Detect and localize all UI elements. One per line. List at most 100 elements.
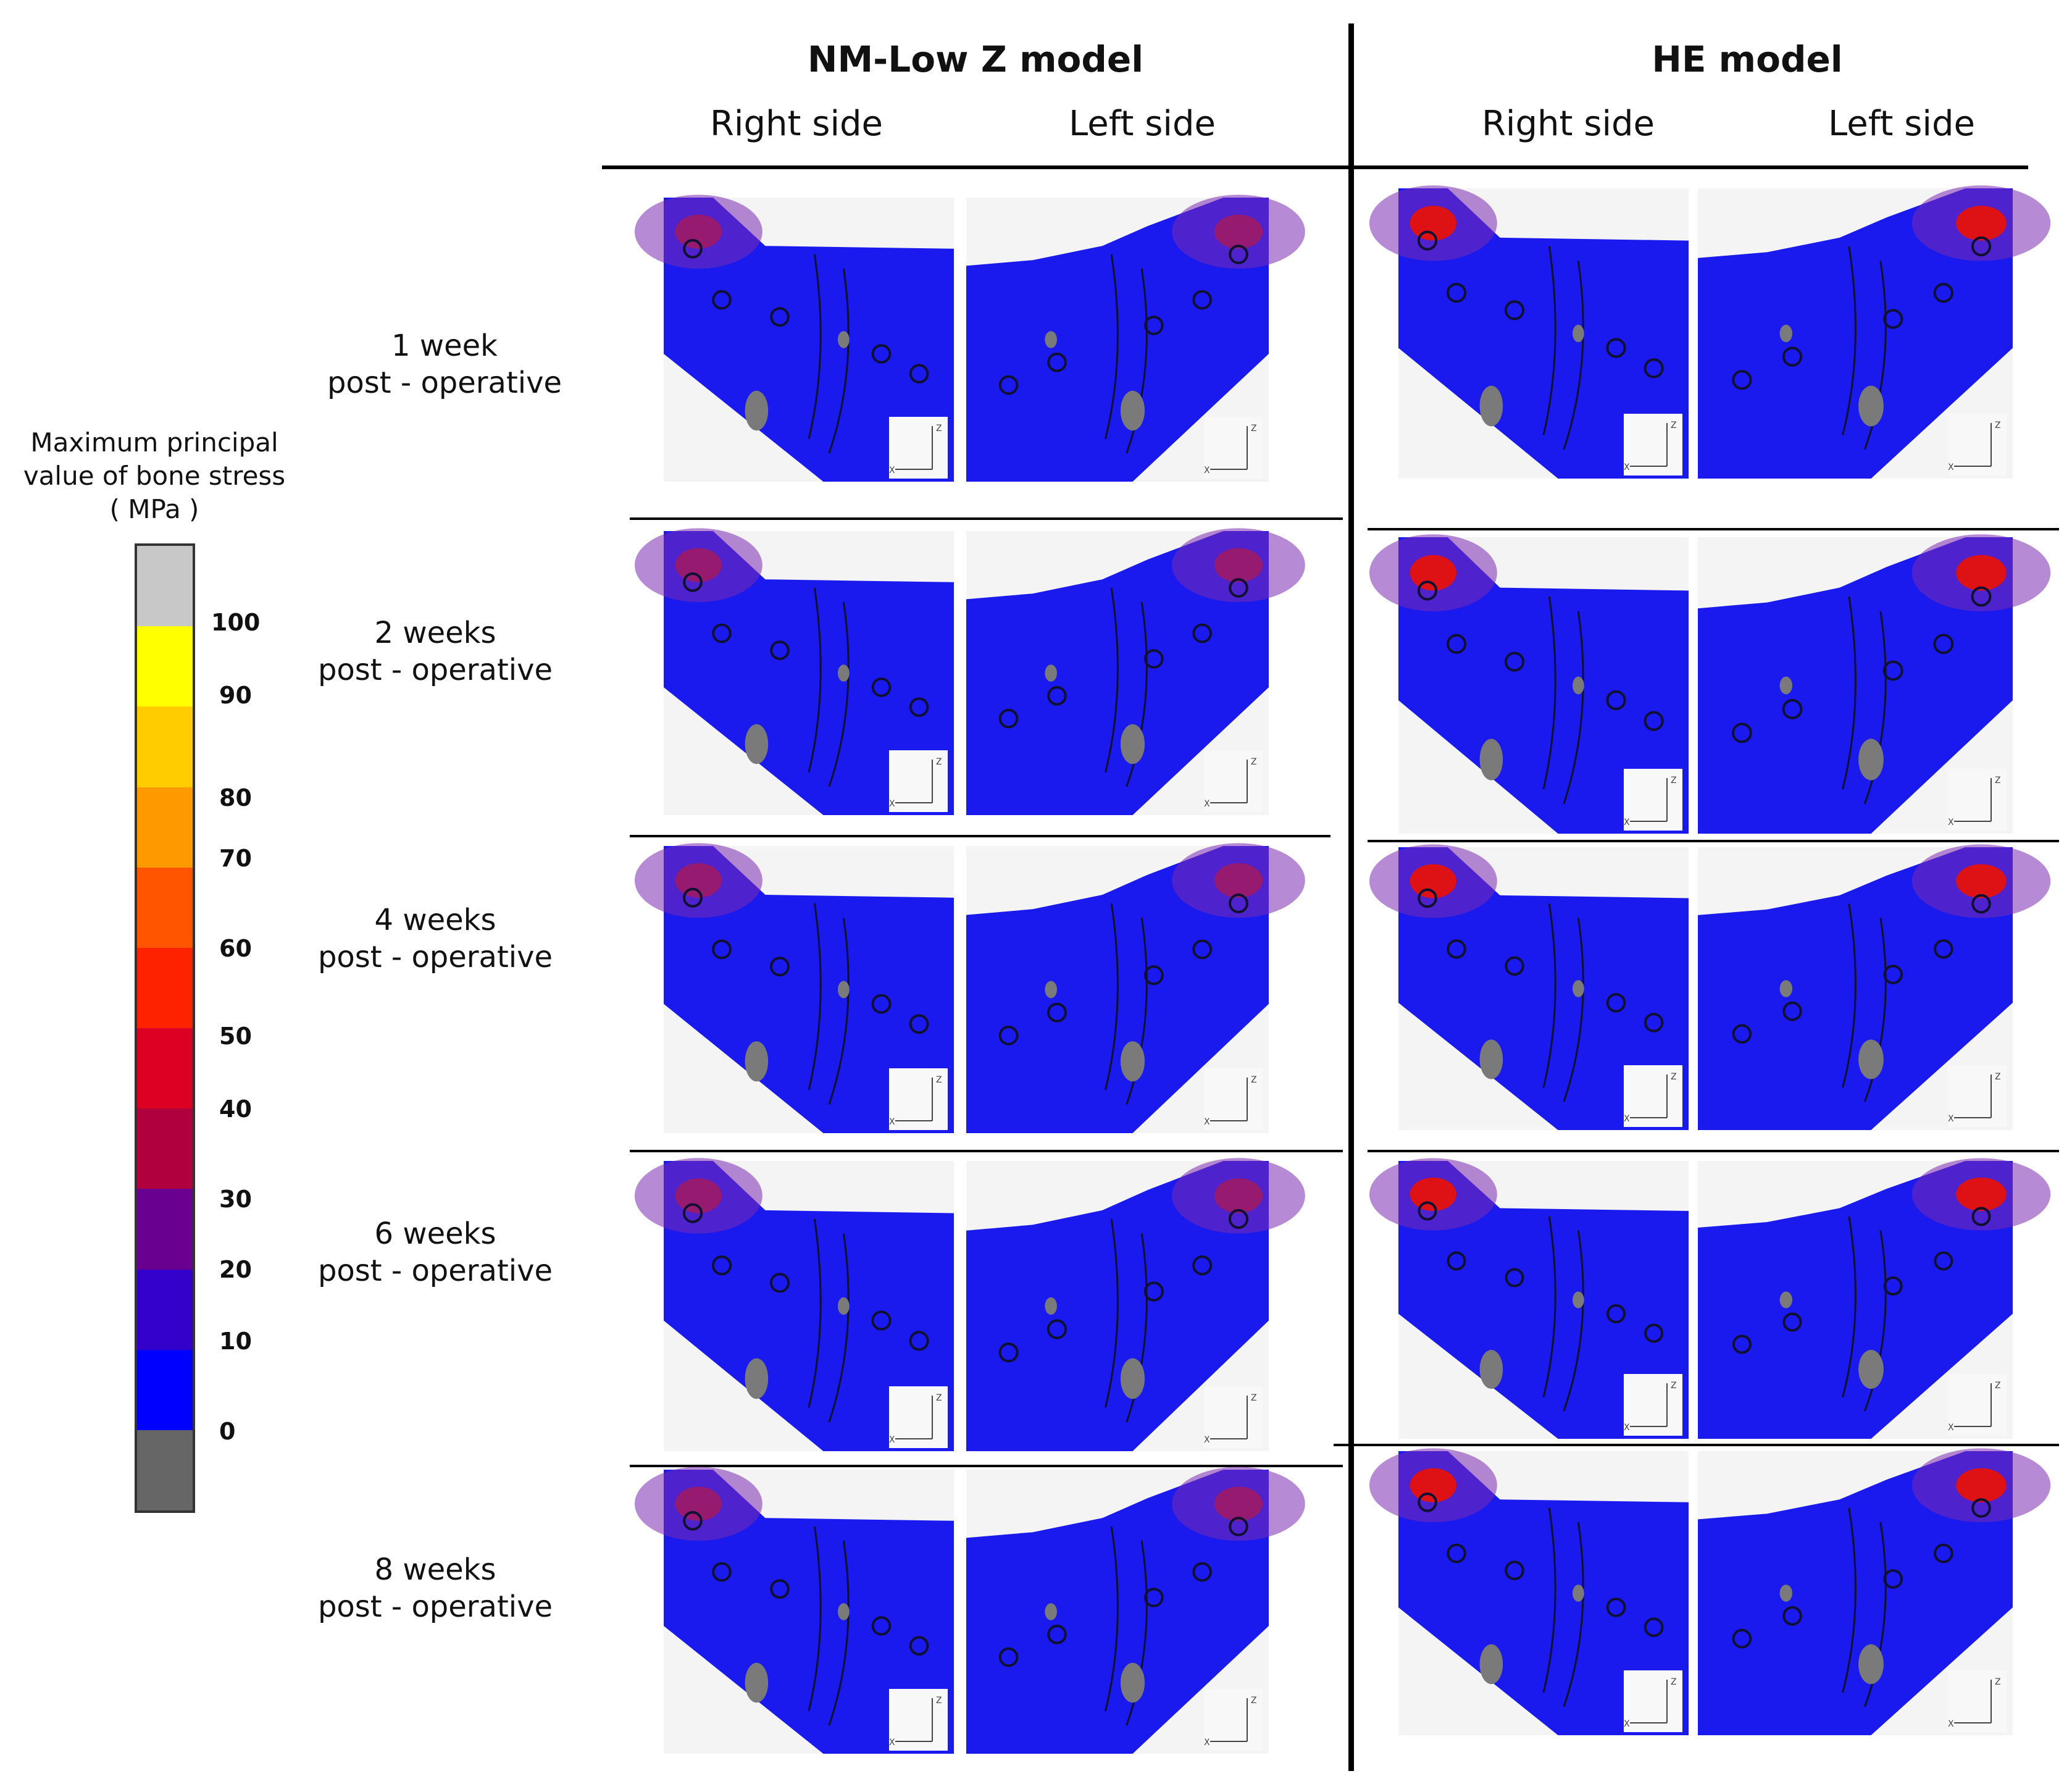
he-left-side-label: Left side — [1828, 104, 1975, 144]
plate-outline — [808, 1218, 822, 1408]
axis-triad-background — [1204, 1068, 1263, 1130]
screw-hole — [1971, 894, 1991, 914]
low-stress-patch — [745, 390, 769, 431]
colorbar-segment — [137, 626, 193, 708]
plate-outline — [1542, 596, 1556, 790]
screw-hole — [1504, 651, 1525, 672]
row-label-line1: 4 weeks — [374, 903, 496, 937]
low-stress-patch — [838, 664, 850, 682]
plate-outline — [828, 1540, 850, 1726]
low-stress-patch — [1858, 385, 1884, 427]
colorbar-tick-label: 60 — [219, 935, 252, 962]
axis-x-label: X — [889, 1117, 895, 1127]
axis-triad-background — [1624, 1065, 1682, 1127]
colorbar-tick-label: 10 — [219, 1328, 252, 1355]
axis-triad-background — [1204, 417, 1263, 479]
axis-z-label: Z — [1671, 1072, 1677, 1082]
low-stress-patch — [1573, 1291, 1584, 1309]
screw-hole — [683, 572, 703, 592]
screw-hole — [909, 1636, 929, 1656]
low-stress-patch — [1858, 1350, 1884, 1389]
stress-hotspot — [1214, 863, 1263, 898]
axis-x-label: X — [889, 466, 895, 475]
plate-outline — [1563, 1230, 1584, 1412]
screw-hole — [1732, 370, 1752, 390]
plate-outline — [1863, 261, 1887, 450]
colorbar-segment — [137, 867, 193, 949]
row-separator-he — [1368, 528, 2059, 530]
screw-hole — [1144, 649, 1164, 669]
stress-hotspot — [1214, 1486, 1263, 1521]
nm-right-side-label: Right side — [710, 104, 883, 144]
screw-hole — [1971, 586, 1992, 607]
low-stress-patch — [1045, 331, 1057, 348]
plate-outline — [828, 918, 850, 1105]
low-stress-patch — [838, 1297, 850, 1315]
bone-model-shape — [664, 198, 954, 482]
axis-triad-background — [889, 1386, 948, 1448]
axis-x-label: X — [1948, 1719, 1954, 1729]
stress-hotspot — [1214, 214, 1263, 249]
screw-hole — [712, 1562, 732, 1582]
he-right-side-label: Right side — [1482, 104, 1655, 144]
low-stress-patch — [1779, 1585, 1792, 1602]
plate-outline — [1842, 1507, 1857, 1693]
screw-hole — [1644, 1323, 1664, 1343]
screw-hole — [1782, 699, 1803, 719]
row-separator-nm — [630, 835, 1331, 837]
low-stress-patch — [1779, 1291, 1792, 1309]
screw-hole — [1934, 1543, 1953, 1564]
legend-title-line1: Maximum principal — [30, 427, 278, 458]
colorbar-tick-label: 20 — [219, 1256, 252, 1283]
screw-hole — [1192, 1255, 1213, 1276]
screw-hole — [770, 957, 790, 977]
colorbar-tick-label: 40 — [219, 1095, 252, 1123]
axis-triad-background — [889, 750, 948, 812]
row-label-line1: 1 week — [391, 329, 498, 363]
screw-hole — [1505, 956, 1524, 976]
low-stress-patch — [1858, 739, 1884, 781]
row-label-8-weeks: 8 weeks post - operative — [312, 1551, 559, 1625]
plate-outline — [828, 601, 850, 787]
nm-left-side-label: Left side — [1069, 104, 1216, 144]
screw-hole — [1229, 894, 1248, 913]
axis-z-label: Z — [1995, 1381, 2001, 1391]
low-stress-patch — [745, 1041, 769, 1082]
screw-hole — [1417, 230, 1438, 251]
low-stress-patch — [1045, 981, 1057, 999]
plate-outline — [1104, 1526, 1119, 1712]
screw-hole — [909, 1331, 929, 1351]
low-stress-patch — [1479, 1350, 1503, 1389]
axis-z-label: Z — [1995, 776, 2001, 785]
screw-hole — [1883, 309, 1903, 329]
colorbar-tick-label: 30 — [219, 1186, 252, 1213]
colorbar-segment — [137, 1028, 193, 1110]
screw-hole — [711, 1255, 732, 1276]
screw-hole — [1229, 245, 1248, 264]
axis-z-label: Z — [1995, 1677, 2001, 1687]
axis-x-label: X — [1948, 1114, 1954, 1124]
stress-halo — [1172, 1467, 1305, 1541]
axis-triad-background — [1204, 750, 1263, 812]
colorbar-tick-label: 90 — [219, 682, 252, 709]
low-stress-patch — [838, 1603, 850, 1620]
low-stress-patch — [745, 1662, 769, 1703]
row-label-1-week: 1 week post - operative — [321, 327, 568, 401]
colorbar-segment — [137, 1269, 193, 1351]
stress-hotspot — [675, 863, 722, 898]
stress-hotspot — [1956, 1468, 2007, 1502]
screw-hole — [1229, 578, 1248, 598]
row-label-line2: post - operative — [327, 366, 562, 400]
axis-x-label: X — [1204, 466, 1210, 475]
axis-triad-background — [1624, 769, 1682, 831]
screw-hole — [1047, 1002, 1067, 1023]
axis-x-label: X — [1624, 1114, 1630, 1124]
axis-x-label: X — [1204, 1738, 1210, 1748]
screw-hole — [1883, 965, 1903, 984]
screw-hole — [1418, 1201, 1437, 1221]
plate-outline — [1863, 611, 1887, 805]
plate-outline — [1563, 1522, 1584, 1707]
bone-model-shape — [664, 846, 954, 1133]
plate-outline — [808, 587, 822, 773]
